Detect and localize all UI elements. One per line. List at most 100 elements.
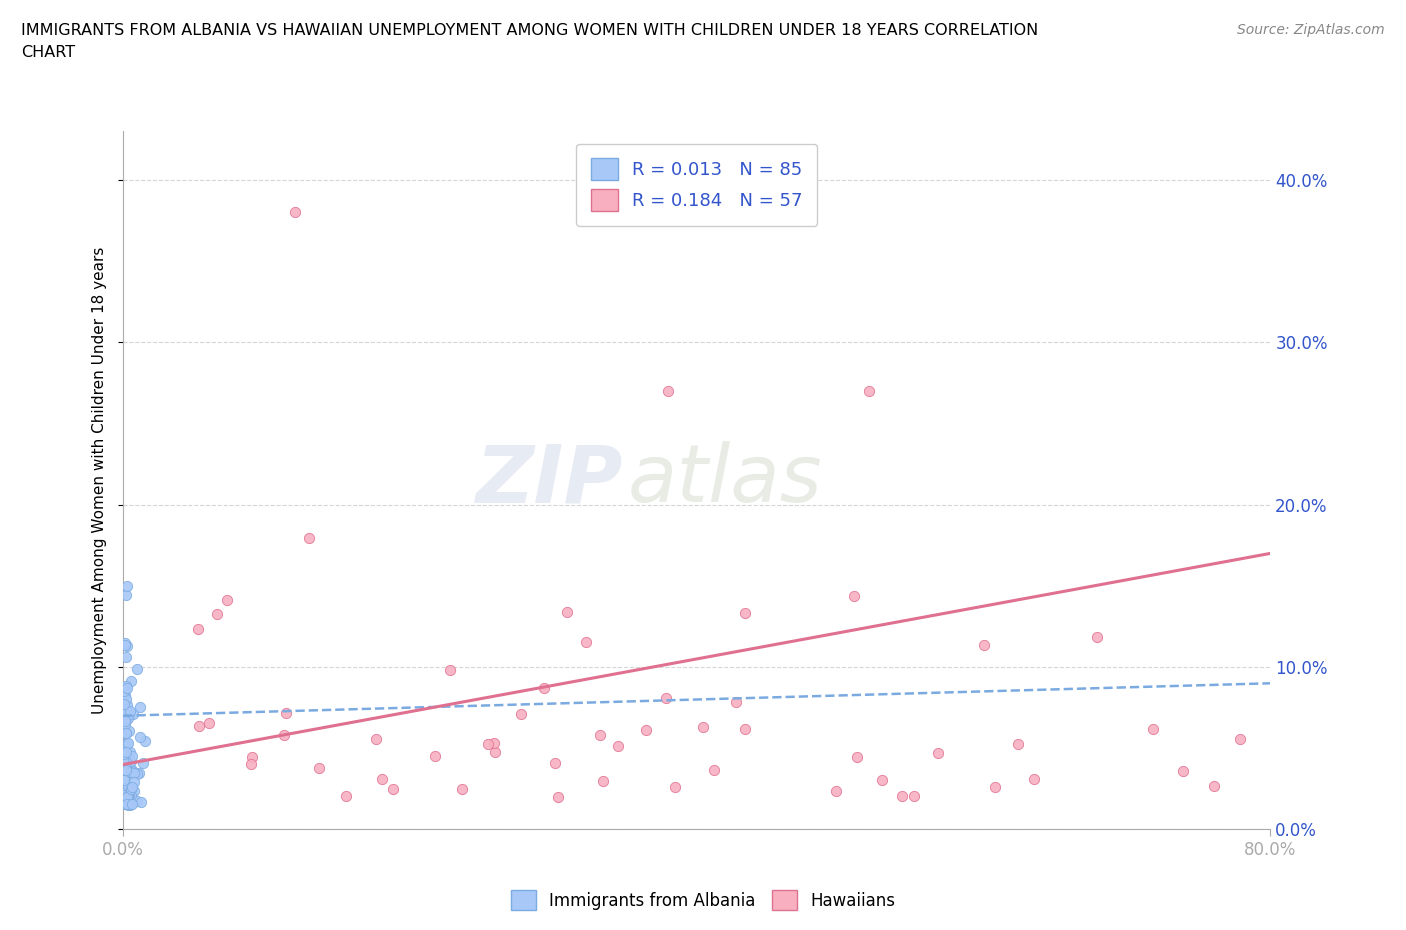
Point [657,383,679,398]
Point [114,716,136,731]
Point [533,681,555,696]
Point [121,763,143,777]
Point [115,725,138,740]
Point [114,679,136,694]
Point [112,697,135,711]
Point [114,773,136,788]
Point [703,763,725,777]
Point [115,704,138,719]
Point [117,797,139,812]
Point [117,779,139,794]
Point [112,752,135,767]
Point [115,712,138,727]
Point [115,588,138,603]
Point [114,713,136,728]
Point [115,702,138,717]
Point [115,681,138,696]
Point [1007,737,1029,751]
Point [114,649,136,664]
Point [589,727,612,742]
Point [115,725,138,740]
Point [121,707,143,722]
Point [118,797,141,812]
Point [129,795,152,810]
Point [115,737,138,751]
Point [870,773,893,788]
Legend: Immigrants from Albania, Hawaiians: Immigrants from Albania, Hawaiians [503,884,903,917]
Point [655,690,678,705]
Point [118,787,141,802]
Point [121,796,143,811]
Point [927,746,949,761]
Point [734,721,756,736]
Text: ZIP: ZIP [475,442,623,519]
Point [482,736,505,751]
Point [112,788,135,803]
Point [510,707,533,722]
Point [575,634,598,649]
Point [118,707,141,722]
Point [187,621,209,636]
Point [127,793,149,808]
Point [240,750,263,764]
Point [825,784,848,799]
Point [122,766,145,781]
Point [1171,764,1194,778]
Point [120,787,142,802]
Point [112,684,135,698]
Point [115,578,138,593]
Point [381,781,404,796]
Legend: R = 0.013   N = 85, R = 0.184   N = 57: R = 0.013 N = 85, R = 0.184 N = 57 [576,144,817,226]
Point [120,673,142,688]
Point [984,780,1007,795]
Point [128,766,150,781]
Point [115,698,138,712]
Point [335,789,357,804]
Point [1024,771,1046,786]
Point [451,782,474,797]
Point [477,737,499,751]
Point [734,605,756,620]
Y-axis label: Unemployment Among Women with Children Under 18 years: Unemployment Among Women with Children U… [93,246,107,714]
Point [117,724,139,738]
Text: Source: ZipAtlas.com: Source: ZipAtlas.com [1237,23,1385,37]
Point [117,778,139,793]
Point [484,745,506,760]
Point [607,739,630,754]
Point [112,763,135,777]
Point [544,755,567,770]
Point [120,704,142,719]
Point [692,720,714,735]
Point [858,383,880,398]
Point [903,789,925,804]
Point [634,723,657,737]
Point [298,531,321,546]
Point [1229,732,1251,747]
Point [1142,722,1164,737]
Point [114,796,136,811]
Point [115,779,138,794]
Point [115,797,138,812]
Point [129,699,152,714]
Point [114,737,136,751]
Point [890,789,912,804]
Point [973,637,995,652]
Point [366,732,388,747]
Point [125,661,148,676]
Point [121,749,143,764]
Point [117,789,139,804]
Point [308,760,330,775]
Point [547,790,569,804]
Point [120,753,142,768]
Point [114,754,136,769]
Point [114,637,136,652]
Point [439,662,461,677]
Point [117,711,139,725]
Point [115,790,138,804]
Point [131,755,153,770]
Point [112,795,135,810]
Point [114,794,136,809]
Point [114,763,136,777]
Point [114,785,136,800]
Point [423,749,446,764]
